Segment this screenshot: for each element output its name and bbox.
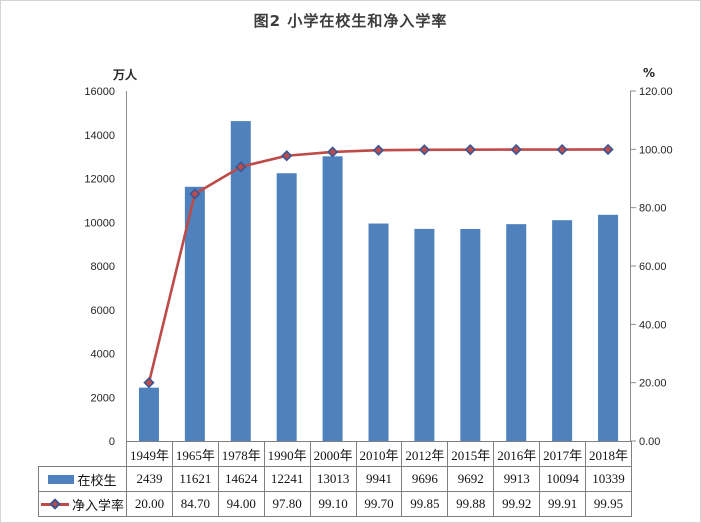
value-cell: 9692 <box>447 466 495 492</box>
bar-1949年 <box>138 387 159 441</box>
bar-1978年 <box>230 121 251 441</box>
value-cell: 99.92 <box>493 491 541 517</box>
year-header-cell: 2016年 <box>493 441 541 467</box>
chart-title: 图2 小学在校生和净入学率 <box>253 12 448 30</box>
rate-marker-1965年 <box>189 188 201 200</box>
value-cell: 99.85 <box>401 491 449 517</box>
year-header-cell: 1965年 <box>171 441 219 467</box>
series-row-enrollment: 在校生 2439 11621 14624 12241 13013 9941 9696 9692 9… <box>38 466 632 492</box>
bar-2017年 <box>552 220 573 441</box>
legend-key: 在校生 <box>40 470 126 489</box>
value-cell: 9913 <box>493 466 541 492</box>
right-axis-tick-label: 0.00 <box>639 436 660 448</box>
bar-1990年 <box>276 173 297 441</box>
value-cell: 99.95 <box>585 491 632 517</box>
legend-spacer <box>39 442 127 467</box>
value-cell: 84.70 <box>171 491 219 517</box>
left-axis-unit-label: 万人 <box>113 68 138 82</box>
rate-marker-2018年 <box>602 143 614 156</box>
rate-marker-2015年 <box>464 144 476 156</box>
rate-marker-1949年 <box>143 377 155 389</box>
year-header-cell: 2000年 <box>309 441 357 467</box>
value-cell: 14624 <box>217 466 265 492</box>
rate-marker-1990年 <box>281 150 293 162</box>
year-header-cell: 2015年 <box>447 441 495 467</box>
bar-2016年 <box>506 224 527 441</box>
right-axis-tick-label: 120.00 <box>639 86 673 98</box>
bar-2012年 <box>414 228 435 441</box>
left-axis-tick-label: 4000 <box>91 349 115 361</box>
year-header-cell: 1978年 <box>217 441 265 467</box>
value-cell: 99.88 <box>447 491 495 517</box>
year-header-cell: 1990年 <box>263 441 311 467</box>
value-cell: 11621 <box>171 466 219 492</box>
right-axis-tick-label: 100.00 <box>639 144 673 156</box>
rate-marker-2016年 <box>510 143 522 156</box>
left-axis-tick-label: 8000 <box>91 261 115 273</box>
rate-marker-2000年 <box>326 146 339 158</box>
value-cell: 99.91 <box>539 491 587 517</box>
legend-cell: 在校生 <box>38 466 127 492</box>
value-cell: 94.00 <box>217 491 265 517</box>
value-cell: 12241 <box>263 466 311 492</box>
left-axis-tick-label: 16000 <box>84 86 115 98</box>
bar-2018年 <box>598 214 619 441</box>
rate-marker-2012年 <box>418 144 431 156</box>
legend-key: 净入学率 <box>40 495 126 514</box>
line-series-swatch-icon <box>40 498 69 510</box>
bar-2015年 <box>460 228 481 441</box>
bar-1965年 <box>184 186 205 441</box>
rate-marker-2010年 <box>372 144 385 156</box>
legend-label: 净入学率 <box>71 497 124 513</box>
data-table: 1949年 1965年 1978年 1990年 2000年 2010年 2012年 2015年… <box>38 441 632 517</box>
year-header-cell: 2017年 <box>539 441 587 467</box>
left-axis-tick-label: 10000 <box>84 217 115 229</box>
right-axis-unit-label: % <box>643 66 656 80</box>
bar-series-swatch-icon <box>48 474 75 484</box>
right-axis-tick-label: 60.00 <box>639 261 667 273</box>
left-axis-tick-label: 12000 <box>84 174 115 186</box>
series-row-rate: 净入学率 20.00 84.70 94.00 97.80 99.10 99.70 99.85 9… <box>38 491 632 517</box>
left-axis-tick-label: 0 <box>109 436 115 448</box>
left-axis-tick-label: 2000 <box>91 392 115 404</box>
rate-marker-2017年 <box>556 143 568 156</box>
value-cell: 99.10 <box>309 491 357 517</box>
value-cell: 20.00 <box>126 491 173 517</box>
value-cell: 99.70 <box>355 491 403 517</box>
right-axis-tick-label: 20.00 <box>639 378 667 390</box>
value-cell: 13013 <box>309 466 357 492</box>
value-cell: 10094 <box>539 466 587 492</box>
year-header-cell: 1949年 <box>126 441 173 467</box>
year-header-cell: 2018年 <box>585 441 632 467</box>
left-axis-tick-label: 6000 <box>91 305 115 317</box>
year-header-row: 1949年 1965年 1978年 1990年 2000年 2010年 2012年 2015年… <box>39 441 632 467</box>
value-cell: 9696 <box>401 466 449 492</box>
year-header-cell: 2012年 <box>401 441 449 467</box>
value-cell: 2439 <box>126 466 173 492</box>
legend-label: 在校生 <box>77 472 117 488</box>
legend-cell: 净入学率 <box>38 491 127 517</box>
bar-2010年 <box>368 223 389 441</box>
value-cell: 10339 <box>585 466 632 492</box>
value-cell: 9941 <box>355 466 403 492</box>
year-header-cell: 2010年 <box>355 441 403 467</box>
right-axis-tick-label: 80.00 <box>639 203 667 215</box>
rate-marker-1978年 <box>235 161 247 173</box>
left-axis-tick-label: 14000 <box>84 130 115 142</box>
bar-2000年 <box>322 156 343 441</box>
right-axis-tick-label: 40.00 <box>639 319 667 331</box>
value-cell: 97.80 <box>263 491 311 517</box>
